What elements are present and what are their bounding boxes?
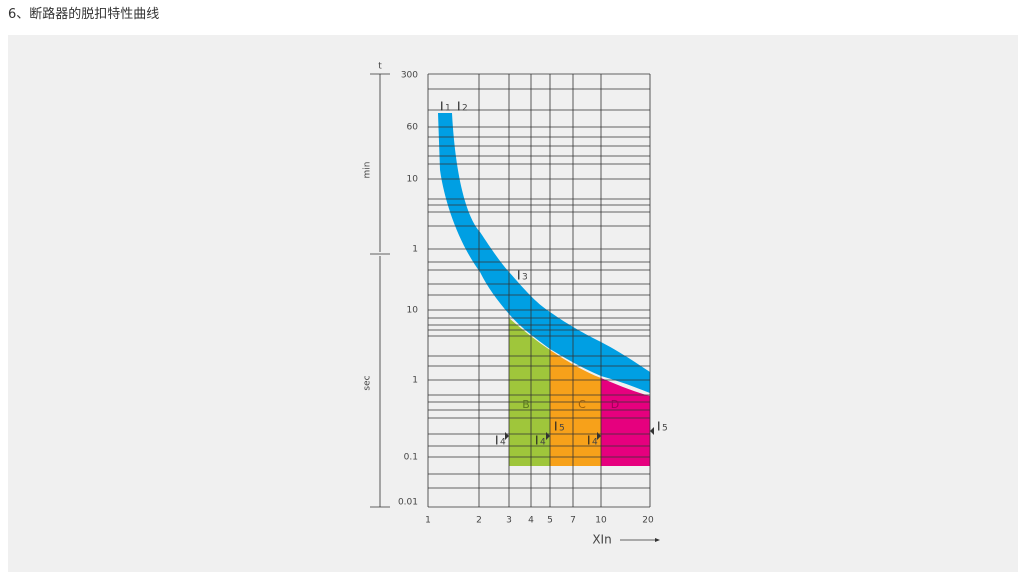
marker-index: 4 bbox=[592, 438, 598, 448]
left-label: 300 bbox=[401, 71, 418, 81]
left-label: 10 bbox=[407, 175, 419, 185]
marker-letter: I bbox=[657, 420, 661, 434]
marker-letter: I bbox=[495, 434, 499, 448]
grid bbox=[427, 73, 651, 508]
left-label: 1 bbox=[412, 245, 418, 255]
bottom-label: 7 bbox=[570, 516, 576, 526]
sec-label: sec bbox=[363, 375, 373, 390]
left-label: 60 bbox=[407, 123, 419, 133]
marker-arrow bbox=[505, 432, 509, 440]
zone-b bbox=[509, 318, 550, 466]
marker-index: 5 bbox=[559, 424, 565, 434]
marker-index: 4 bbox=[500, 438, 506, 448]
page-title: 6、断路器的脱扣特性曲线 bbox=[8, 7, 160, 22]
marker-index: 5 bbox=[662, 424, 668, 434]
marker-arrow bbox=[597, 432, 601, 440]
marker-letter: I bbox=[457, 100, 461, 114]
curve-band bbox=[438, 113, 650, 393]
left-label: 10 bbox=[407, 306, 419, 316]
zone-d bbox=[601, 378, 650, 466]
bottom-label: 2 bbox=[476, 516, 482, 526]
left-label: 0.1 bbox=[404, 453, 418, 463]
bottom-label: 5 bbox=[547, 516, 553, 526]
marker-letter: I bbox=[587, 434, 591, 448]
bottom-label: 3 bbox=[506, 516, 512, 526]
marker-letter: I bbox=[554, 420, 558, 434]
zone-label: B bbox=[522, 398, 530, 411]
zone-label: C bbox=[578, 398, 586, 411]
marker-letter: I bbox=[517, 269, 521, 283]
zone-c bbox=[550, 350, 601, 466]
x-axis-label: XIn bbox=[592, 533, 611, 547]
t-label: t bbox=[378, 62, 382, 72]
marker-index: 3 bbox=[522, 273, 528, 283]
marker-index: 4 bbox=[540, 438, 546, 448]
marker-letter: I bbox=[440, 100, 444, 114]
bottom-label: 4 bbox=[528, 516, 534, 526]
zone-label: D bbox=[611, 398, 619, 411]
marker-index: 2 bbox=[462, 104, 468, 114]
bottom-label: 1 bbox=[425, 516, 431, 526]
min-label: min bbox=[363, 162, 373, 179]
marker-arrow bbox=[546, 432, 550, 440]
left-label: 1 bbox=[412, 376, 418, 386]
bottom-label: 20 bbox=[642, 516, 654, 526]
marker-arrow bbox=[650, 427, 654, 435]
bottom-label: 10 bbox=[595, 516, 607, 526]
axis-arrowhead bbox=[655, 538, 660, 542]
marker-letter: I bbox=[535, 434, 539, 448]
marker-index: 1 bbox=[445, 104, 451, 114]
left-label: 0.01 bbox=[398, 498, 418, 508]
